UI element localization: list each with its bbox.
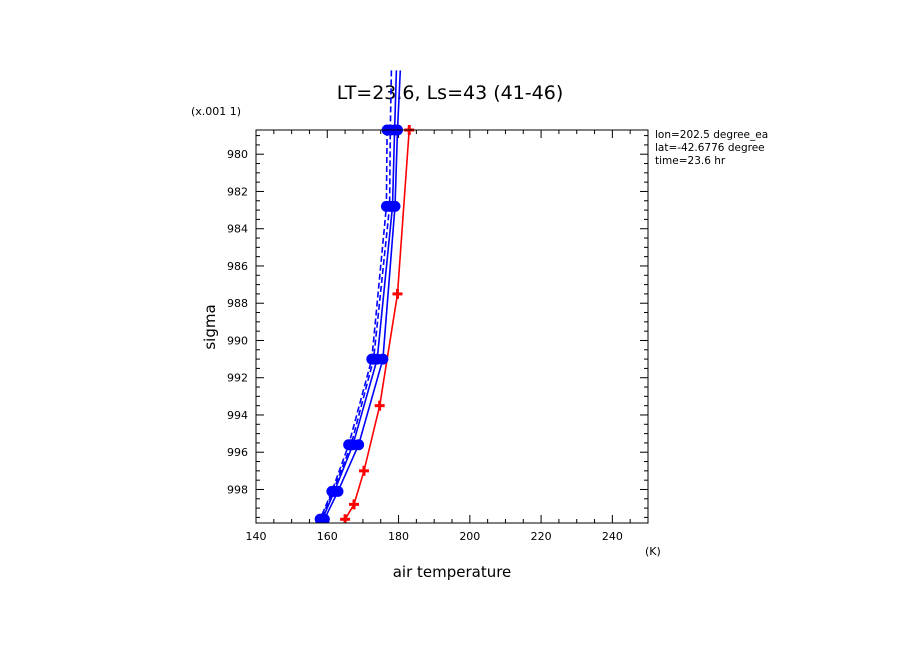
y-tick-label: 992 <box>227 372 248 385</box>
info-line-lat: lat=-42.6776 degree <box>655 142 765 154</box>
data-point-red-solid <box>358 465 369 476</box>
x-tick-label: 160 <box>317 530 338 543</box>
x-tick-label: 220 <box>531 530 552 543</box>
axis-ticks: 140 160 180 200 220 240 980 982 984 986 988 990 992 9… <box>227 130 648 543</box>
chart-title: LT=23.6, Ls=43 (41-46) <box>337 82 564 104</box>
y-tick-label: 996 <box>227 446 248 459</box>
y-scale-label: (x.001 1) <box>191 105 241 118</box>
info-line-lon: lon=202.5 degree_ea <box>655 129 768 141</box>
series-layer <box>314 70 415 523</box>
x-tick-label: 240 <box>602 530 623 543</box>
data-point-blue-dashed-2 <box>314 513 326 523</box>
info-line-time: time=23.6 hr <box>655 155 726 167</box>
data-point-red-solid <box>349 499 359 510</box>
data-point-red-solid <box>374 400 385 411</box>
data-point-blue-dashed-2 <box>366 353 378 365</box>
y-tick-label: 986 <box>227 260 248 273</box>
y-tick-label: 988 <box>227 297 248 310</box>
data-point-blue-dashed-2 <box>380 200 392 212</box>
y-tick-label: 982 <box>227 185 248 198</box>
x-unit-label: (K) <box>645 545 661 558</box>
series-line-blue-solid-1 <box>323 70 402 520</box>
data-point-blue-dashed-2 <box>326 485 338 497</box>
plot-frame <box>255 129 649 524</box>
x-tick-label: 180 <box>388 530 409 543</box>
x-tick-label: 200 <box>459 530 480 543</box>
series-line-blue-solid-2 <box>321 70 398 520</box>
y-tick-label: 984 <box>227 223 248 236</box>
y-tick-label: 980 <box>227 148 248 161</box>
x-tick-label: 140 <box>246 530 267 543</box>
data-point-red-solid <box>392 288 403 299</box>
y-axis-label: sigma <box>201 304 219 349</box>
y-tick-label: 998 <box>227 483 248 496</box>
y-tick-label: 994 <box>227 409 248 422</box>
x-axis-label: air temperature <box>393 563 512 581</box>
y-tick-label: 990 <box>227 334 248 347</box>
data-point-blue-dashed-2 <box>343 439 355 451</box>
